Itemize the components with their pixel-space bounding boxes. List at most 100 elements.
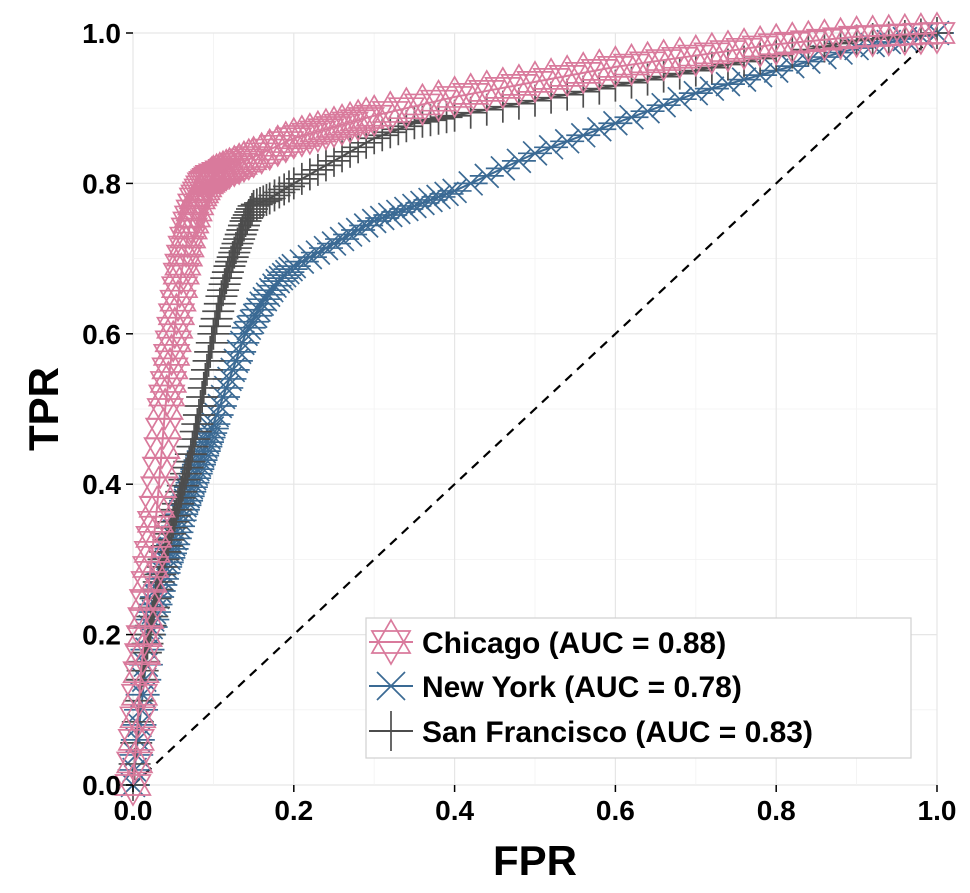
marker-chicago	[167, 224, 205, 269]
x-tick-label: 0.4	[435, 795, 474, 826]
marker-chicago	[918, 11, 956, 55]
marker-san-francisco	[216, 241, 249, 274]
marker-san-francisco	[231, 201, 264, 234]
marker-new-york	[308, 235, 343, 261]
marker-chicago	[127, 596, 165, 640]
marker-san-francisco	[224, 218, 257, 251]
marker-new-york	[534, 134, 569, 160]
marker-san-francisco	[250, 183, 283, 216]
marker-san-francisco	[174, 438, 207, 471]
marker-san-francisco	[272, 170, 305, 203]
marker-san-francisco	[186, 380, 219, 413]
marker-chicago	[162, 251, 201, 296]
legend-label-chicago: Chicago (AUC = 0.88)	[422, 627, 726, 660]
marker-san-francisco	[184, 389, 217, 422]
marker-san-francisco	[176, 430, 209, 463]
marker-san-francisco	[208, 268, 241, 301]
marker-new-york	[598, 110, 633, 136]
marker-new-york	[238, 303, 273, 329]
marker-san-francisco	[197, 317, 230, 350]
marker-san-francisco	[277, 167, 310, 200]
marker-chicago	[117, 718, 156, 762]
marker-new-york	[317, 231, 351, 257]
axes: 0.0 0.2 0.4 0.6 0.8 1.0 0.0 0.2 0.4 0.6 0.8 1.0	[82, 18, 956, 826]
marker-san-francisco	[293, 158, 326, 191]
legend-label-new-york: New York (AUC = 0.78)	[422, 671, 742, 704]
legend-key-san-francisco	[369, 711, 413, 751]
marker-new-york	[333, 222, 368, 248]
marker-san-francisco	[258, 179, 291, 212]
marker-chicago	[128, 578, 167, 622]
marker-new-york	[614, 104, 649, 130]
reference-line-layer	[132, 32, 938, 786]
marker-san-francisco	[165, 475, 198, 508]
marker-san-francisco	[240, 188, 273, 221]
marker-san-francisco	[205, 280, 238, 313]
y-tick-label: 1.0	[82, 18, 121, 49]
chance-diagonal-line	[132, 32, 938, 786]
marker-san-francisco	[210, 262, 243, 295]
marker-san-francisco	[187, 371, 220, 404]
marker-san-francisco	[285, 162, 318, 195]
marker-san-francisco	[223, 223, 256, 256]
marker-san-francisco	[301, 153, 334, 186]
marker-san-francisco	[173, 445, 206, 478]
y-tick-label: 0.6	[82, 319, 121, 350]
marker-chicago	[122, 650, 160, 694]
marker-san-francisco	[218, 236, 251, 269]
marker-new-york	[300, 240, 335, 266]
marker-chicago	[125, 614, 164, 658]
marker-new-york	[292, 244, 327, 270]
marker-san-francisco	[253, 182, 286, 215]
marker-chicago	[164, 242, 202, 287]
marker-san-francisco	[213, 250, 246, 283]
marker-new-york	[234, 309, 269, 335]
marker-new-york	[646, 92, 681, 118]
x-axis-title: FPR	[493, 837, 577, 884]
marker-san-francisco	[202, 295, 235, 328]
marker-san-francisco	[390, 110, 423, 143]
marker-san-francisco	[226, 214, 259, 247]
y-tick-label: 0.2	[82, 620, 121, 651]
marker-chicago	[114, 763, 152, 807]
legend-key-chicago	[369, 618, 413, 666]
legend: Chicago (AUC = 0.88) New York (AUC = 0.7…	[365, 617, 912, 759]
marker-new-york	[194, 416, 229, 442]
marker-new-york	[550, 128, 585, 154]
marker-chicago	[115, 740, 154, 785]
marker-san-francisco	[178, 423, 211, 456]
legend-label-san-francisco: San Francisco (AUC = 0.83)	[422, 716, 813, 749]
marker-chicago	[120, 673, 159, 717]
x-tick-label: 0.8	[757, 795, 796, 826]
marker-san-francisco	[309, 149, 342, 182]
marker-new-york	[566, 122, 601, 148]
marker-san-francisco	[229, 205, 262, 237]
marker-san-francisco	[215, 245, 248, 278]
marker-san-francisco	[318, 144, 350, 177]
series-chicago	[114, 11, 956, 807]
legend-key-new-york	[369, 671, 413, 701]
y-tick-label: 0.8	[82, 168, 121, 199]
x-tick-label: 1.0	[918, 795, 957, 826]
marker-new-york	[276, 253, 311, 279]
marker-san-francisco	[342, 131, 375, 164]
marker-chicago	[123, 632, 162, 676]
marker-san-francisco	[195, 326, 228, 359]
marker-new-york	[325, 226, 360, 252]
marker-san-francisco	[179, 415, 212, 448]
marker-san-francisco	[194, 335, 227, 368]
marker-new-york	[518, 140, 552, 166]
marker-san-francisco	[192, 344, 225, 377]
legend-box	[365, 617, 912, 759]
marker-new-york	[662, 86, 697, 112]
y-tick-label: 0.4	[82, 469, 121, 500]
marker-san-francisco	[182, 399, 215, 432]
marker-san-francisco	[200, 302, 233, 335]
marker-new-york	[341, 217, 376, 243]
marker-san-francisco	[190, 353, 223, 386]
marker-san-francisco	[171, 451, 204, 484]
marker-chicago	[119, 695, 157, 740]
marker-san-francisco	[268, 173, 301, 206]
marker-san-francisco	[244, 186, 277, 219]
